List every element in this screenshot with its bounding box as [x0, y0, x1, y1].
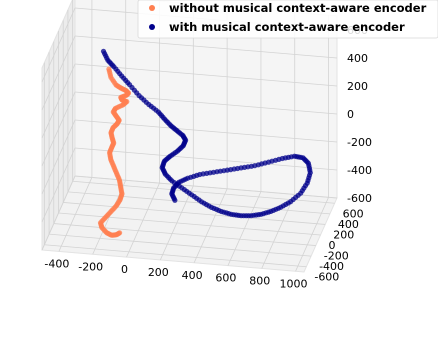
grid-z-back: [74, 35, 338, 59]
z-tick-label: 400: [347, 52, 368, 65]
grid-z-left: [41, 147, 76, 223]
z-tick-label: -200: [347, 136, 372, 149]
z-tick-label: 200: [347, 80, 368, 93]
legend-box: [137, 0, 438, 39]
x-tick-label: -400: [44, 257, 69, 270]
grid-z-left: [41, 91, 76, 167]
grid-z-back: [74, 91, 338, 115]
y-tick-label: 200: [333, 228, 354, 241]
legend-label-with: with musical context-aware encoder: [169, 20, 405, 34]
axis-panes: [41, 0, 338, 273]
z-tick-label: -600: [347, 192, 372, 205]
x-tick-label: 1000: [280, 277, 308, 290]
legend-marker-without: [149, 5, 155, 11]
x-tick-label: 800: [249, 274, 270, 287]
grid-z-back: [74, 63, 338, 87]
x-tick-label: -200: [78, 260, 103, 273]
point-without-encoder: [117, 230, 123, 236]
grid-y-floor: [49, 233, 312, 257]
x-tick-label: 600: [215, 272, 236, 285]
grid-z-left: [41, 119, 76, 195]
y-tick-label: -400: [319, 260, 344, 273]
x-tick-label: 200: [148, 266, 169, 279]
grid-z-left: [41, 63, 76, 139]
y-tick-label: -200: [324, 250, 349, 263]
grid-y-floor: [44, 244, 307, 268]
legend: without musical context-aware encoder wi…: [137, 0, 438, 39]
grid-y-floor: [53, 223, 316, 246]
x-tick-label: 0: [121, 263, 128, 276]
y-tick-label: 0: [329, 239, 336, 252]
z-tick-label: -400: [347, 164, 372, 177]
x-tick-label: 400: [182, 269, 203, 282]
point-with-encoder: [172, 197, 178, 203]
y-tick-label: 600: [343, 207, 364, 220]
grid-z-left: [41, 35, 76, 111]
grid-z-back: [74, 147, 338, 171]
legend-marker-with: [149, 24, 155, 30]
grid-y-floor: [67, 191, 330, 215]
grid-y-floor: [58, 212, 321, 236]
data-points: [97, 48, 313, 238]
grid-z-left: [41, 7, 76, 83]
z-tick-label: 0: [347, 108, 354, 121]
grid-y-floor: [63, 202, 326, 225]
y-tick-label: 400: [338, 218, 359, 231]
legend-label-without: without musical context-aware encoder: [169, 1, 427, 15]
grid-z-left: [41, 175, 76, 251]
y-tick-label: -600: [314, 271, 339, 284]
